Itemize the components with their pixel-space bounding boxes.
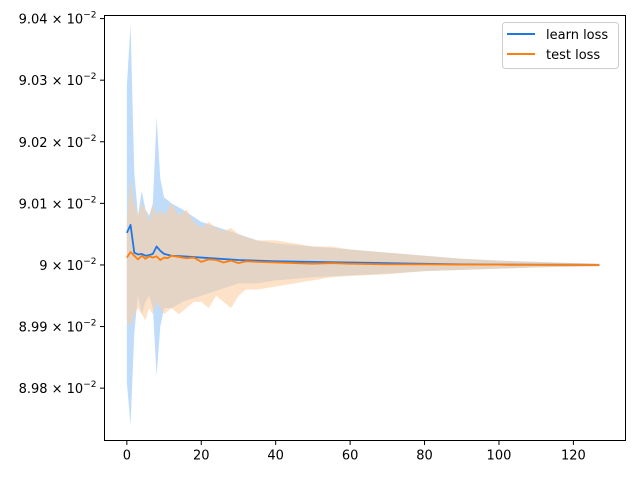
series-line-test-loss: [126, 251, 600, 266]
legend-label: test loss: [546, 48, 600, 63]
x-tick-label: 120: [561, 449, 586, 464]
y-tick-label: 9 × 10−2: [39, 257, 96, 274]
y-axis: 8.98 × 10−2 8.99 × 10−2 9 × 10−2 9.01 × 10−…: [19, 11, 105, 397]
x-tick-label: 60: [342, 449, 359, 464]
band-test-loss: [126, 178, 600, 327]
y-tick-label: 8.98 × 10−2: [19, 380, 97, 397]
x-tick-label: 0: [123, 449, 131, 464]
series-lines: [126, 224, 600, 266]
x-axis: 0 20 40 60 80 100 120: [123, 440, 586, 464]
y-tick-label: 9.02 × 10−2: [19, 134, 97, 151]
x-tick-label: 80: [416, 449, 433, 464]
y-tick-label: 9.01 × 10−2: [19, 195, 97, 212]
x-tick-label: 100: [487, 449, 512, 464]
x-tick-label: 40: [267, 449, 284, 464]
y-tick-label: 8.99 × 10−2: [19, 319, 97, 336]
plot-frame: [104, 15, 626, 441]
confidence-bands: [126, 24, 600, 426]
legend: learn loss test loss: [502, 22, 619, 69]
y-tick-label: 9.03 × 10−2: [19, 72, 97, 89]
y-tick-label: 9.04 × 10−2: [19, 11, 97, 28]
legend-label: learn loss: [546, 28, 608, 43]
x-tick-label: 20: [193, 449, 210, 464]
